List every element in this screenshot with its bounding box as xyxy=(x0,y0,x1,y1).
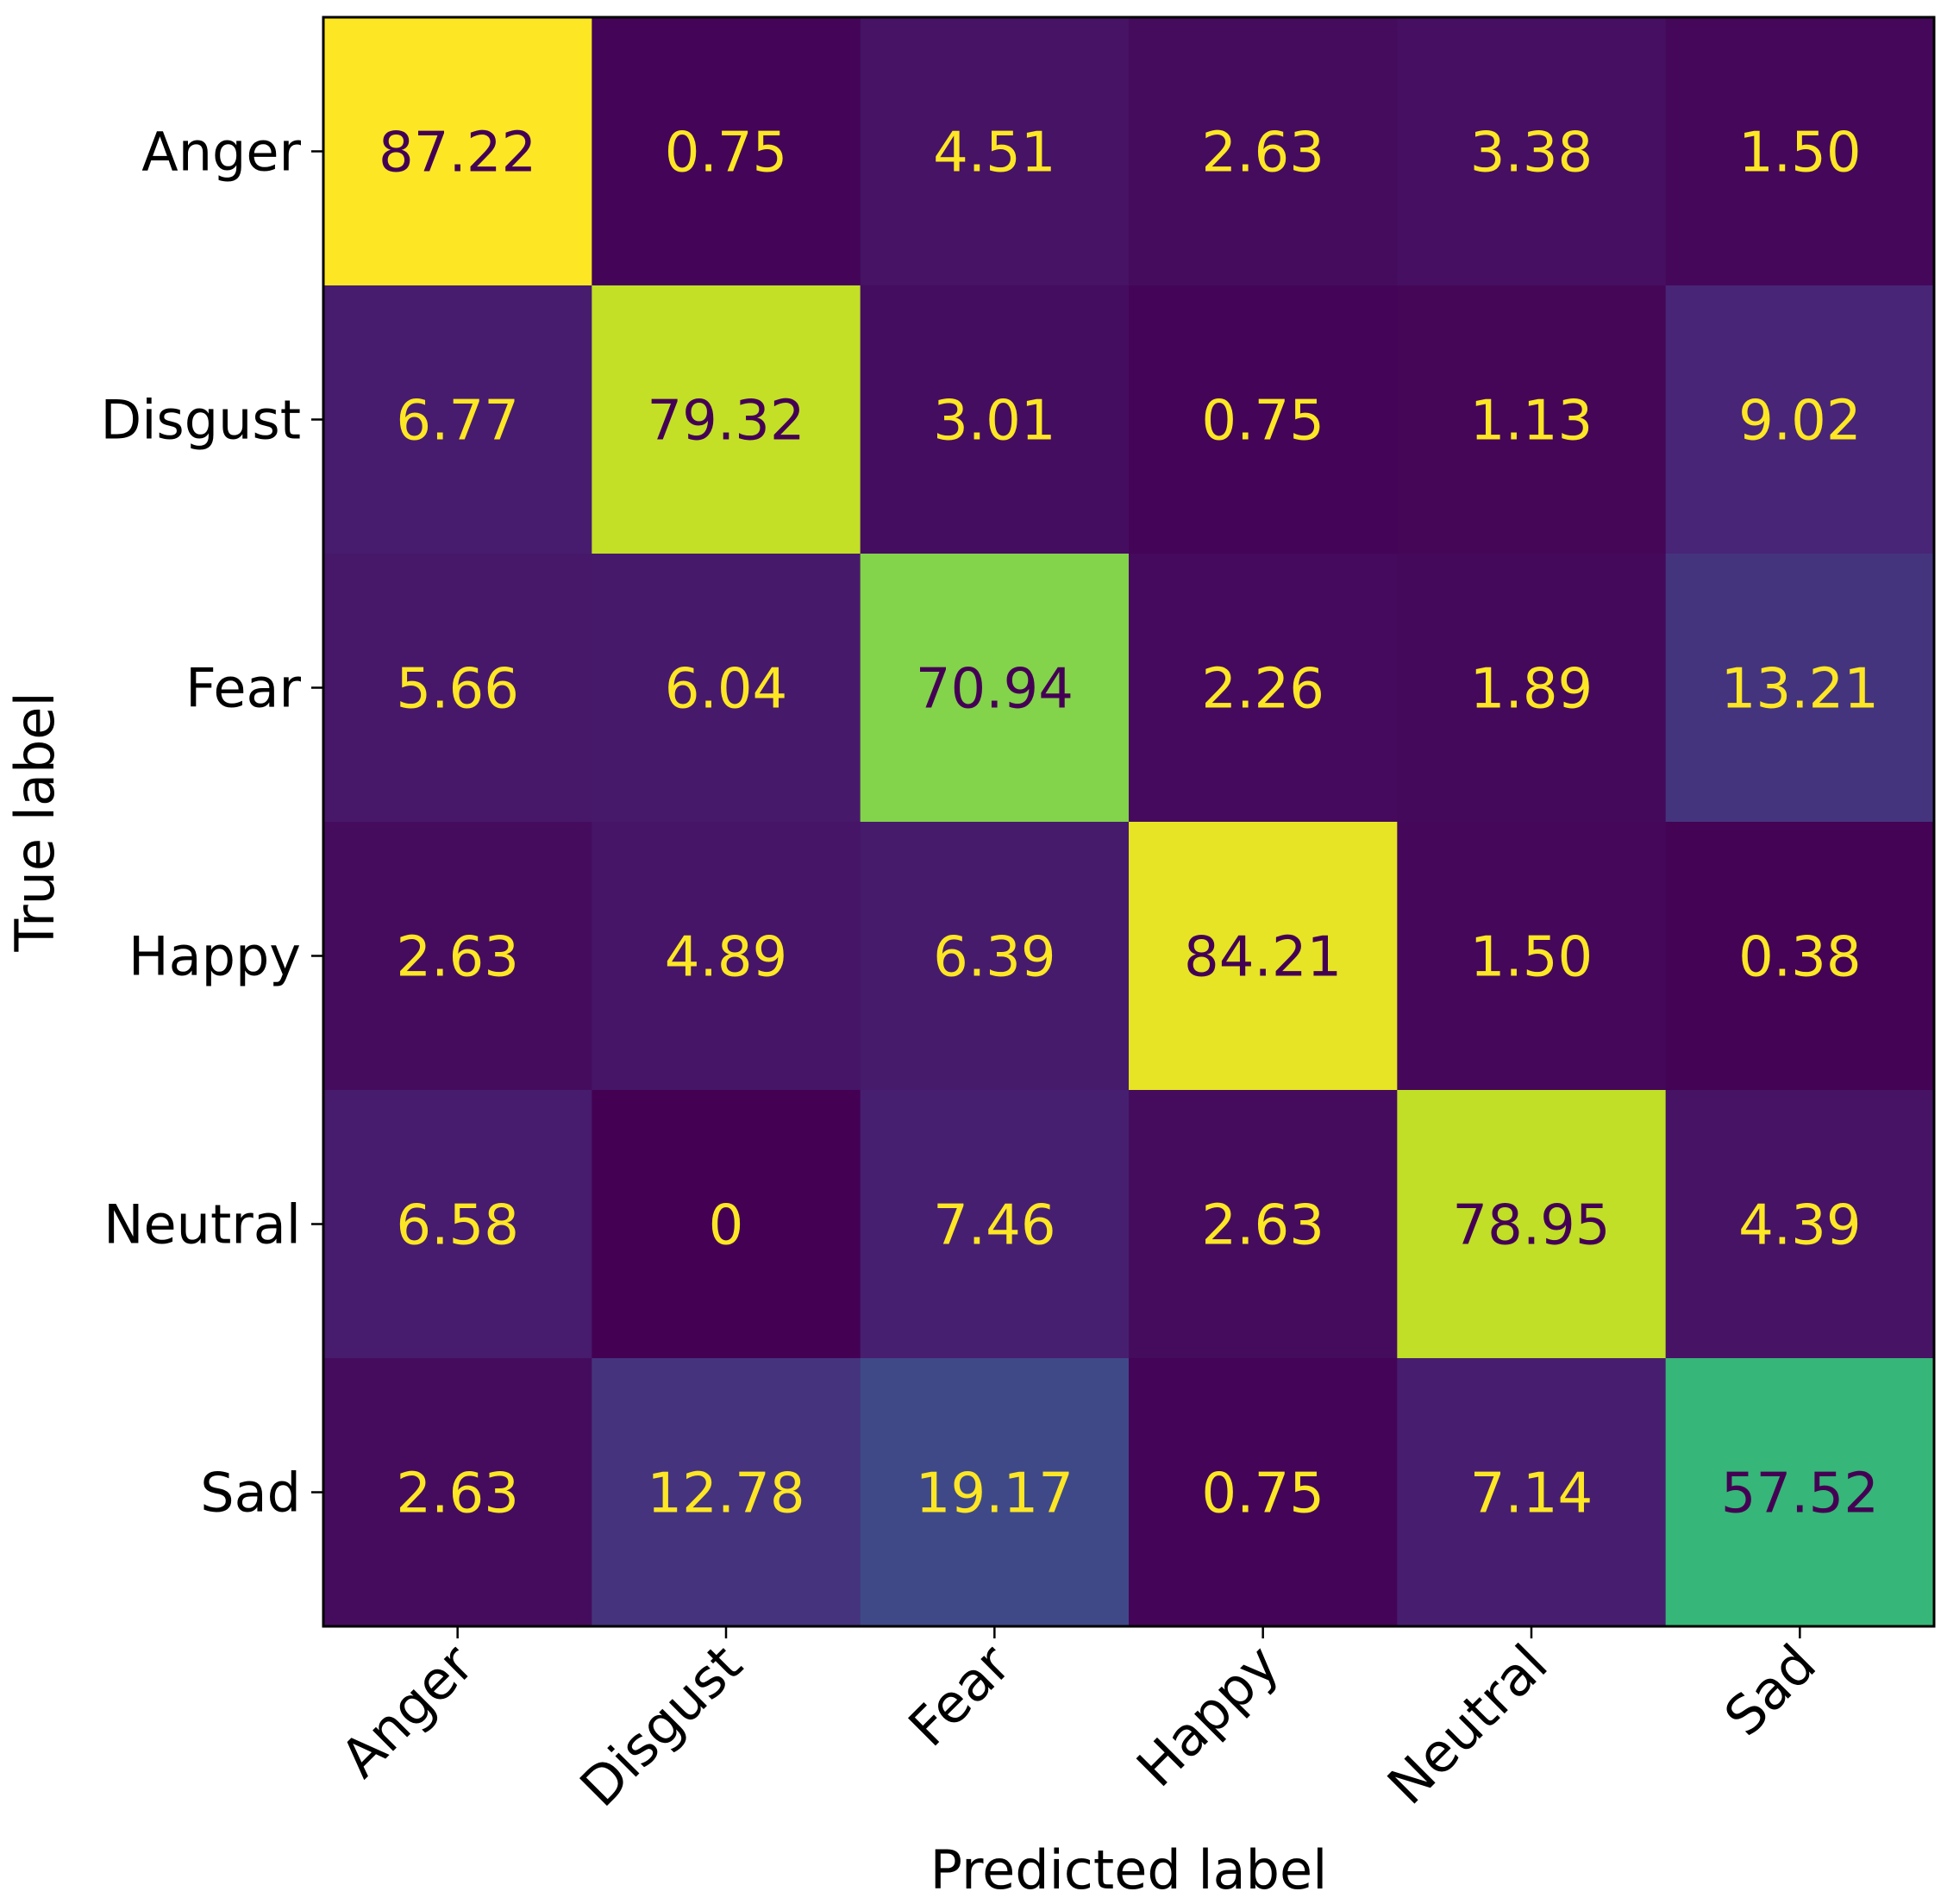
heatmap-cell xyxy=(323,285,592,554)
heatmap-cell xyxy=(860,554,1130,823)
cell-value-label: 78.95 xyxy=(1452,1194,1610,1258)
heatmap-cell xyxy=(1665,285,1935,554)
heatmap-cell xyxy=(1129,285,1398,554)
y-tick-label: Neutral xyxy=(103,1193,301,1256)
heatmap-cell xyxy=(323,554,592,823)
heatmap-cell xyxy=(1129,1090,1398,1359)
heatmap-cell xyxy=(592,1358,861,1627)
cell-value-label: 1.89 xyxy=(1470,658,1593,722)
cell-value-label: 84.21 xyxy=(1184,926,1342,990)
cell-value-label: 13.21 xyxy=(1721,658,1879,722)
heatmap-cell xyxy=(860,1358,1130,1627)
x-axis-label: Predicted label xyxy=(930,1838,1328,1901)
cell-value-label: 3.01 xyxy=(933,390,1056,454)
x-tick-label: Neutral xyxy=(1375,1632,1559,1816)
cell-value-label: 19.17 xyxy=(916,1462,1074,1526)
x-tick-label: Happy xyxy=(1124,1632,1291,1799)
x-axis-ticks: Anger Disgust Fear Happy Neutral Sad xyxy=(329,1626,1828,1819)
x-tick-label: Disgust xyxy=(568,1632,754,1819)
cell-value-label: 3.38 xyxy=(1470,122,1593,185)
y-axis-ticks: Anger Disgust Fear Happy Neutral Sad xyxy=(100,121,323,1525)
cell-value-label: 0 xyxy=(709,1194,744,1258)
heatmap-cell xyxy=(1665,1358,1935,1627)
cell-value-label: 2.63 xyxy=(1201,122,1324,185)
cell-value-label: 70.94 xyxy=(916,658,1074,722)
heatmap-cell xyxy=(1129,822,1398,1091)
cell-value-label: 2.26 xyxy=(1201,658,1324,722)
heatmap-cell xyxy=(1397,285,1667,554)
x-tick-label: Fear xyxy=(897,1632,1024,1759)
heatmap-cells xyxy=(323,17,1935,1627)
heatmap-cell xyxy=(860,17,1130,286)
cell-value-label: 1.13 xyxy=(1470,390,1593,454)
cell-value-label: 2.63 xyxy=(396,926,519,990)
y-tick-label: Anger xyxy=(141,121,301,184)
y-axis-label: True label xyxy=(3,692,66,952)
cell-value-label: 4.89 xyxy=(665,926,788,990)
cell-value-label: 6.39 xyxy=(933,926,1056,990)
cell-value-label: 6.58 xyxy=(396,1194,519,1258)
cell-value-label: 57.52 xyxy=(1721,1462,1879,1526)
heatmap-cell xyxy=(1665,554,1935,823)
cell-value-labels: 87.22 0.75 4.51 2.63 3.38 1.50 6.77 79.32 3.01 0.… xyxy=(379,122,1879,1526)
y-tick-label: Disgust xyxy=(100,389,301,452)
heatmap-cell xyxy=(1397,554,1667,823)
heatmap-cell xyxy=(1665,1090,1935,1359)
cell-value-label: 4.39 xyxy=(1738,1194,1862,1258)
cell-value-label: 2.63 xyxy=(396,1462,519,1526)
plot-frame xyxy=(322,16,1936,1628)
cell-value-label: 7.14 xyxy=(1470,1462,1593,1526)
cell-value-label: 87.22 xyxy=(379,122,536,185)
y-tick-label: Sad xyxy=(200,1462,301,1525)
heatmap-cell xyxy=(323,17,592,286)
heatmap-cell xyxy=(860,285,1130,554)
cell-value-label: 0.75 xyxy=(665,122,788,185)
heatmap-cell xyxy=(1397,17,1667,286)
y-tick-label: Fear xyxy=(185,657,301,720)
x-tick-label: Anger xyxy=(329,1632,486,1790)
cell-value-label: 4.51 xyxy=(933,122,1056,185)
heatmap-cell xyxy=(1397,822,1667,1091)
cell-value-label: 12.78 xyxy=(647,1462,804,1526)
heatmap-cell xyxy=(592,822,861,1091)
heatmap-cell xyxy=(1397,1358,1667,1627)
heatmap-cell xyxy=(1129,554,1398,823)
heatmap-cell xyxy=(1129,1358,1398,1627)
heatmap-cell xyxy=(592,17,861,286)
heatmap-cell xyxy=(1397,1090,1667,1359)
cell-value-label: 2.63 xyxy=(1201,1194,1324,1258)
heatmap-cell xyxy=(323,1358,592,1627)
cell-value-label: 0.75 xyxy=(1201,390,1324,454)
cell-value-label: 6.77 xyxy=(396,390,519,454)
y-tick-label: Happy xyxy=(128,925,301,988)
heatmap-cell xyxy=(592,554,861,823)
cell-value-label: 5.66 xyxy=(396,658,519,722)
cell-value-label: 1.50 xyxy=(1738,122,1862,185)
heatmap-cell xyxy=(1665,17,1935,286)
x-tick-label: Sad xyxy=(1712,1632,1828,1748)
heatmap-cell xyxy=(860,822,1130,1091)
cell-value-label: 0.75 xyxy=(1201,1462,1324,1526)
cell-value-label: 6.04 xyxy=(665,658,788,722)
heatmap-cell xyxy=(592,1090,861,1359)
heatmap-cell xyxy=(1665,822,1935,1091)
heatmap-cell xyxy=(323,822,592,1091)
heatmap-cell xyxy=(323,1090,592,1359)
cell-value-label: 1.50 xyxy=(1470,926,1593,990)
cell-value-label: 9.02 xyxy=(1738,390,1862,454)
heatmap-cell xyxy=(860,1090,1130,1359)
cell-value-label: 0.38 xyxy=(1738,926,1862,990)
heatmap-cell xyxy=(592,285,861,554)
cell-value-label: 7.46 xyxy=(933,1194,1056,1258)
cell-value-label: 79.32 xyxy=(647,390,804,454)
heatmap-cell xyxy=(1129,17,1398,286)
